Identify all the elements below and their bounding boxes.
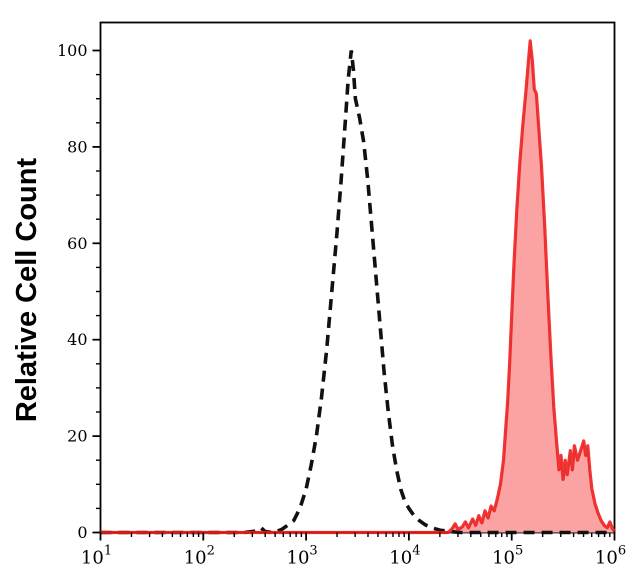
x-tick-label: 102 [184,544,215,569]
series-control-dashed-line [100,50,615,535]
y-tick-label: 100 [57,41,88,60]
x-tick-label: 106 [595,544,626,569]
y-axis-title: Relative Cell Count [11,157,43,423]
y-tick-label: 20 [67,427,87,446]
y-tick-label: 80 [67,137,87,156]
y-axis: 0 20 40 60 80 100 [57,41,101,542]
x-tick-label: 104 [389,544,420,569]
y-tick-label: 40 [67,330,87,349]
x-axis: 101 102 103 104 105 106 [81,532,626,569]
x-tick-label: 105 [492,544,523,569]
series-sample-outline [100,39,616,535]
y-tick-label: 0 [77,523,87,542]
x-tick-label: 103 [287,544,318,569]
series-sample-fill [100,40,615,533]
x-tick-label: 101 [81,544,112,569]
y-tick-label: 60 [67,234,87,253]
